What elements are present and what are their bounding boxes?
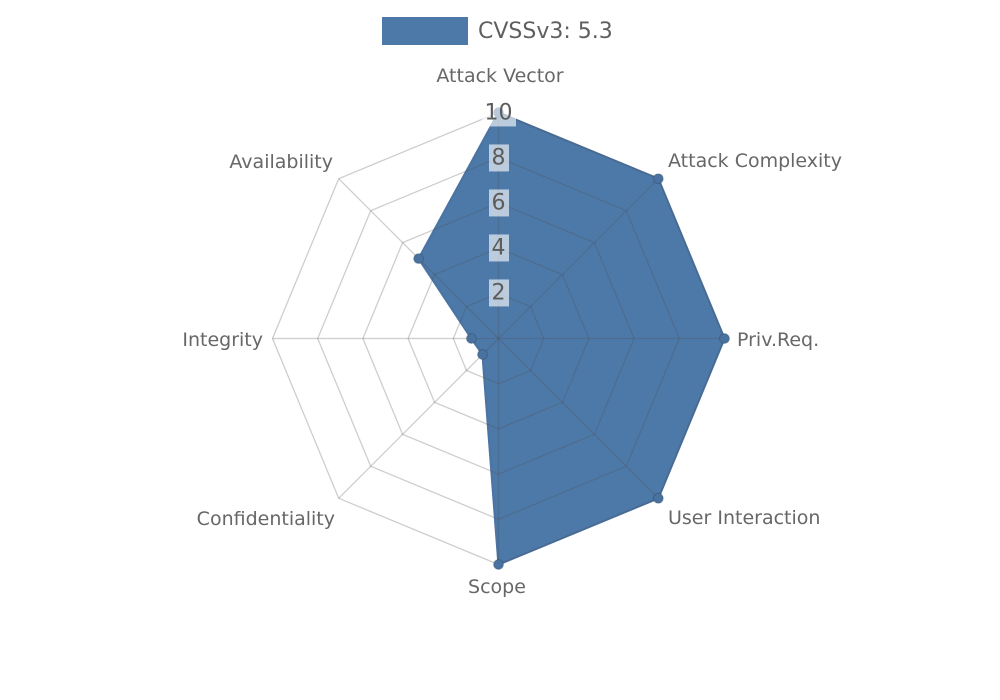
- radial-tick-label: 2: [488, 279, 509, 307]
- radial-tick-label: 10: [481, 98, 516, 127]
- data-point-dot: [413, 253, 425, 265]
- data-point-dot: [465, 333, 477, 344]
- data-point-dot: [652, 492, 664, 504]
- radial-tick-label: 6: [488, 189, 509, 217]
- radial-tick-label: 8: [488, 144, 509, 172]
- axis-label-scope: Scope: [468, 576, 526, 598]
- grid-spoke: [498, 338, 659, 499]
- axis-label-attack-vector: Attack Vector: [436, 65, 564, 87]
- data-point-dot: [493, 559, 504, 570]
- grid-ring: [316, 156, 681, 521]
- axis-label-confidentiality: Confidentiality: [196, 508, 335, 530]
- axis-label-priv-req: Priv.Req.: [737, 329, 820, 351]
- grid-spoke: [498, 178, 659, 339]
- grid-ring: [362, 202, 635, 475]
- axis-label-attack-complexity: Attack Complexity: [668, 150, 843, 172]
- radial-tick-label: 4: [488, 234, 509, 262]
- data-point-dot: [719, 333, 730, 344]
- legend-label: CVSSv3: 5.3: [478, 18, 613, 44]
- grid-ring: [452, 292, 545, 385]
- legend-swatch: [382, 17, 468, 45]
- axis-label-integrity: Integrity: [182, 329, 263, 351]
- axis-label-user-interaction: User Interaction: [668, 507, 821, 529]
- data-point-dot: [652, 173, 664, 185]
- grid-spoke: [338, 338, 499, 499]
- legend: CVSSv3: 5.3: [382, 17, 613, 45]
- data-point-dot: [477, 349, 488, 360]
- axis-label-availability: Availability: [229, 151, 333, 173]
- grid-ring: [407, 247, 590, 430]
